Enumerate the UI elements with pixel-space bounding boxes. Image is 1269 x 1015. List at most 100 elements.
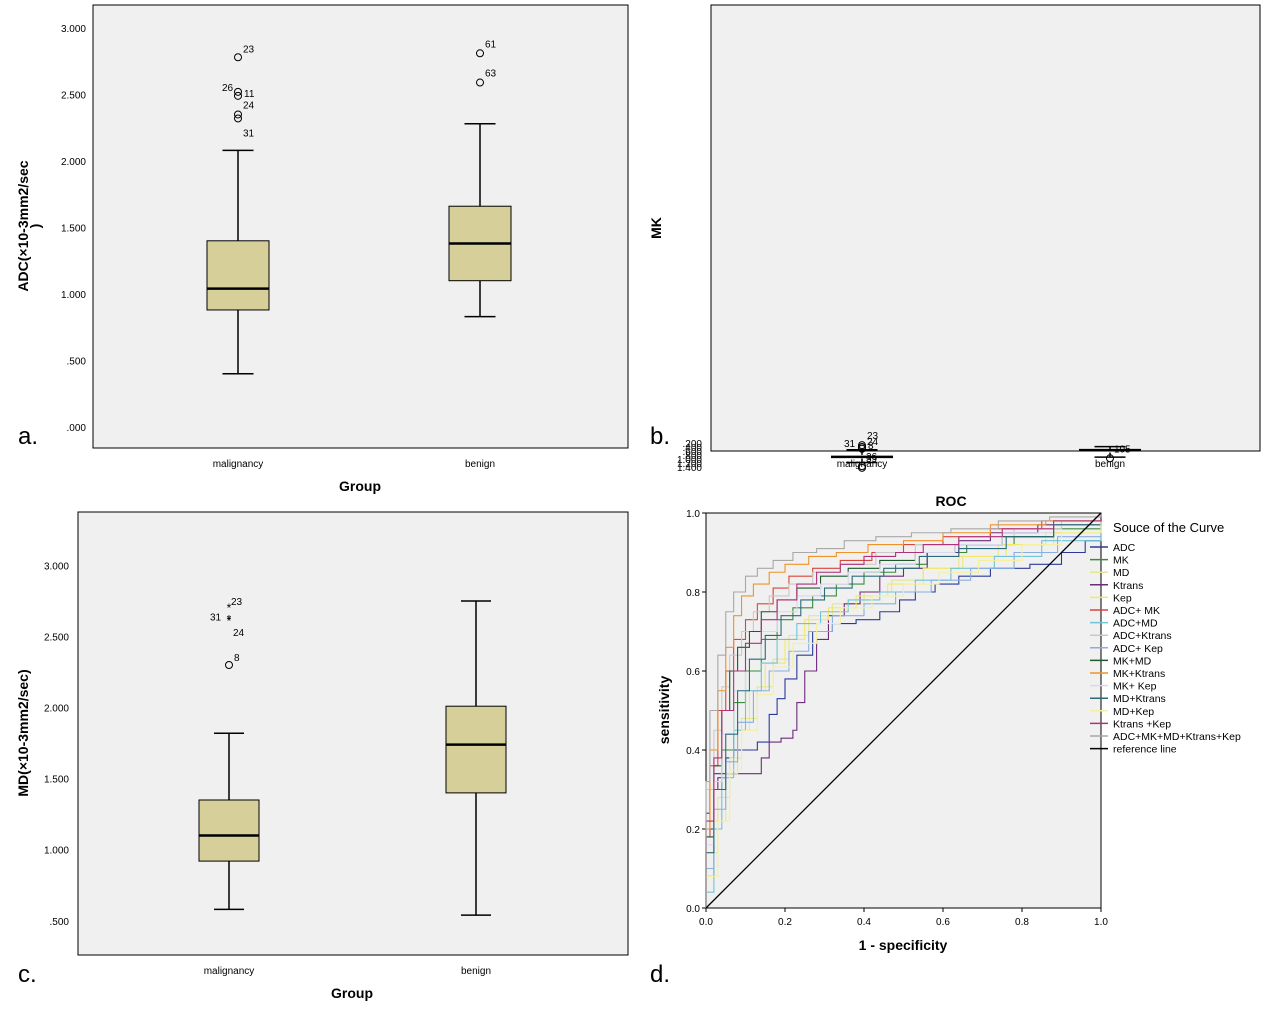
panel-c-y-axis-title: MD(×10-3mm2/sec) [15,669,31,796]
panel-a-x-axis-title: Group [339,478,381,494]
y-tick-label: 0.2 [686,825,700,836]
outlier-point [225,660,233,669]
legend-label: MD [1113,567,1130,579]
legend-label: MD+Kep [1113,706,1154,718]
x-tick-label: benign [1095,459,1125,470]
x-tick-label: malignancy [213,459,264,470]
panel-c-plot-area [77,511,629,956]
y-axis-title-line: ADC(×10-3mm2/sec [15,160,31,291]
y-tick-label: 1.500 [61,224,86,235]
outlier-label: 31 [210,613,222,624]
y-tick-label: 1.0 [686,509,700,520]
y-tick-label: 1.000 [677,455,702,466]
outlier-point [234,91,242,100]
panel-c-boxplot-md: .500 1.000 1.500 2.000 2.500 3.000 malignancy b… [15,511,629,1001]
outlier-point [234,110,242,119]
y-tick-label: 1.200 [677,459,702,470]
outlier-point [234,53,242,62]
outlier-label: 63 [485,69,497,80]
roc-curve-ktrans-kep [705,513,1102,908]
roc-curve-mk-ktrans [705,513,1102,908]
outlier-label: 24 [233,628,245,639]
legend-label: ADC [1113,542,1136,554]
roc-curve-mk-kep [705,513,1102,908]
panel-b-letter: b. [650,423,670,450]
panel-d-y-axis-title: sensitivity [656,676,672,745]
y-tick-label: 0.4 [686,746,700,757]
y-tick-label: .000 [67,423,87,434]
legend-title: Souce of the Curve [1113,520,1224,535]
panel-d-roc: 0.0 0.2 0.4 0.6 0.8 1.0 0.0 0.2 0.4 0.6 0.8 1.0 ROC… [650,493,1241,988]
outlier-label: 26 [222,83,234,94]
outlier-label: 8 [234,653,240,664]
y-tick-label: 0.0 [686,904,700,915]
panel-c-x-axis-title: Group [331,985,373,1001]
y-tick-label: .600 [683,447,703,458]
x-tick-label: 0.4 [857,917,871,928]
legend-label: MK+MD [1113,655,1152,667]
y-tick-label: 2.500 [44,633,69,644]
outlier-star: * [227,614,232,628]
y-tick-label: 2.000 [61,157,86,168]
legend-label: ADC+MK+MD+Ktrans+Kep [1113,731,1241,743]
legend-label: ADC+Ktrans [1113,630,1172,642]
y-tick-label: .500 [50,917,70,928]
outlier-label: 31 [844,439,856,450]
panel-d-legend: Souce of the Curve ADCMKMDKtransKepADC+ … [1090,520,1241,756]
y-tick-label: 1.400 [677,463,702,474]
outlier-label: 24 [243,100,255,111]
panel-a-plot-area [92,4,629,449]
outlier-label: 24 [867,437,879,448]
x-tick-label: benign [465,459,495,470]
y-tick-label: 2.000 [44,704,69,715]
panel-d-x-axis-title: 1 - specificity [859,937,948,953]
y-tick-label: 1.000 [44,846,69,857]
x-tick-label: benign [461,966,491,977]
outlier-label: 61 [485,39,497,50]
roc-curve-adc-kep [705,513,1102,908]
y-tick-label: .400 [683,443,703,454]
outlier-point [1106,454,1114,463]
panel-b-y-axis-title: MK [648,217,664,239]
outlier-star: * [227,613,232,627]
outlier-label: 23 [867,431,879,442]
box-malignancy [206,240,270,311]
legend-label: MK+ Kep [1113,681,1157,693]
outlier-label: 31 [243,128,255,139]
outlier-point [476,78,484,87]
outlier-point [234,87,242,96]
y-tick-label: 1.500 [44,775,69,786]
panel-b-plot-area [710,4,1261,452]
panel-a-y-axis-title: ADC(×10-3mm2/sec) [15,160,43,291]
outlier-label: 39 [866,454,878,465]
outlier-label: 8 [868,441,874,452]
outlier-label: 23 [243,44,255,55]
y-tick-label: 0.6 [686,667,700,678]
y-tick-label: 2.500 [61,91,86,102]
y-tick-label: 3.000 [61,24,86,35]
panel-d-marks: 0.0 0.2 0.4 0.6 0.8 1.0 0.0 0.2 0.4 0.6 0.8 1.0 [686,509,1108,928]
outlier-label: 11 [244,89,255,100]
outlier-point [234,114,242,123]
legend-label: MK [1113,555,1129,567]
y-tick-label: 1.000 [61,290,86,301]
legend-label: MK+Ktrans [1113,668,1165,680]
outlier-point [476,49,484,58]
legend-label: Kep [1113,592,1132,604]
y-tick-label: 0.8 [686,588,700,599]
outlier-label: 23 [231,597,243,608]
legend-label: MD+Ktrans [1113,693,1166,705]
y-tick-label: .200 [683,439,703,450]
box-benign [445,705,507,794]
y-tick-label: 3.000 [44,562,69,573]
outlier-point [858,441,866,450]
legend-label: Ktrans [1113,580,1143,592]
panel-a-marks: .000 .500 1.000 1.500 2.000 2.500 3.000 maligna… [61,24,512,470]
y-tick-label: .500 [67,357,87,368]
roc-curve-md-ktrans [705,513,1102,908]
legend-label: ADC+ MK [1113,605,1160,617]
x-tick-label: 0.0 [699,917,713,928]
